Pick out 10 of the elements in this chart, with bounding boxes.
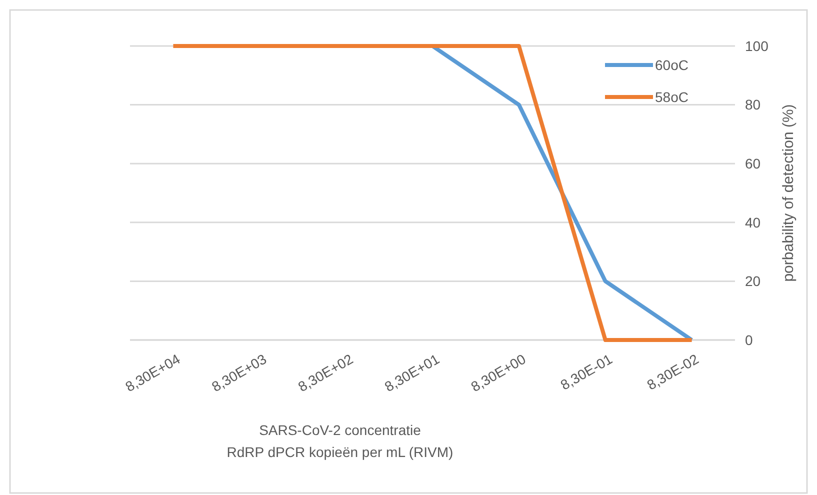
y-tick-label: 60 [745,156,761,172]
y-axis-title: porbability of detection (%) [780,104,797,282]
x-axis-title: SARS-CoV-2 concentratie RdRP dPCR kopieën per mL (RIVM) [226,422,454,460]
y-tick-label: 100 [745,38,769,54]
y-tick-label: 20 [745,273,761,290]
legend-label: 58oC [655,88,688,105]
y-tick-label: 0 [745,332,753,348]
y-tick-label: 80 [745,96,761,113]
legend-label: 60oC [655,56,688,73]
y-tick-label: 40 [745,214,761,230]
